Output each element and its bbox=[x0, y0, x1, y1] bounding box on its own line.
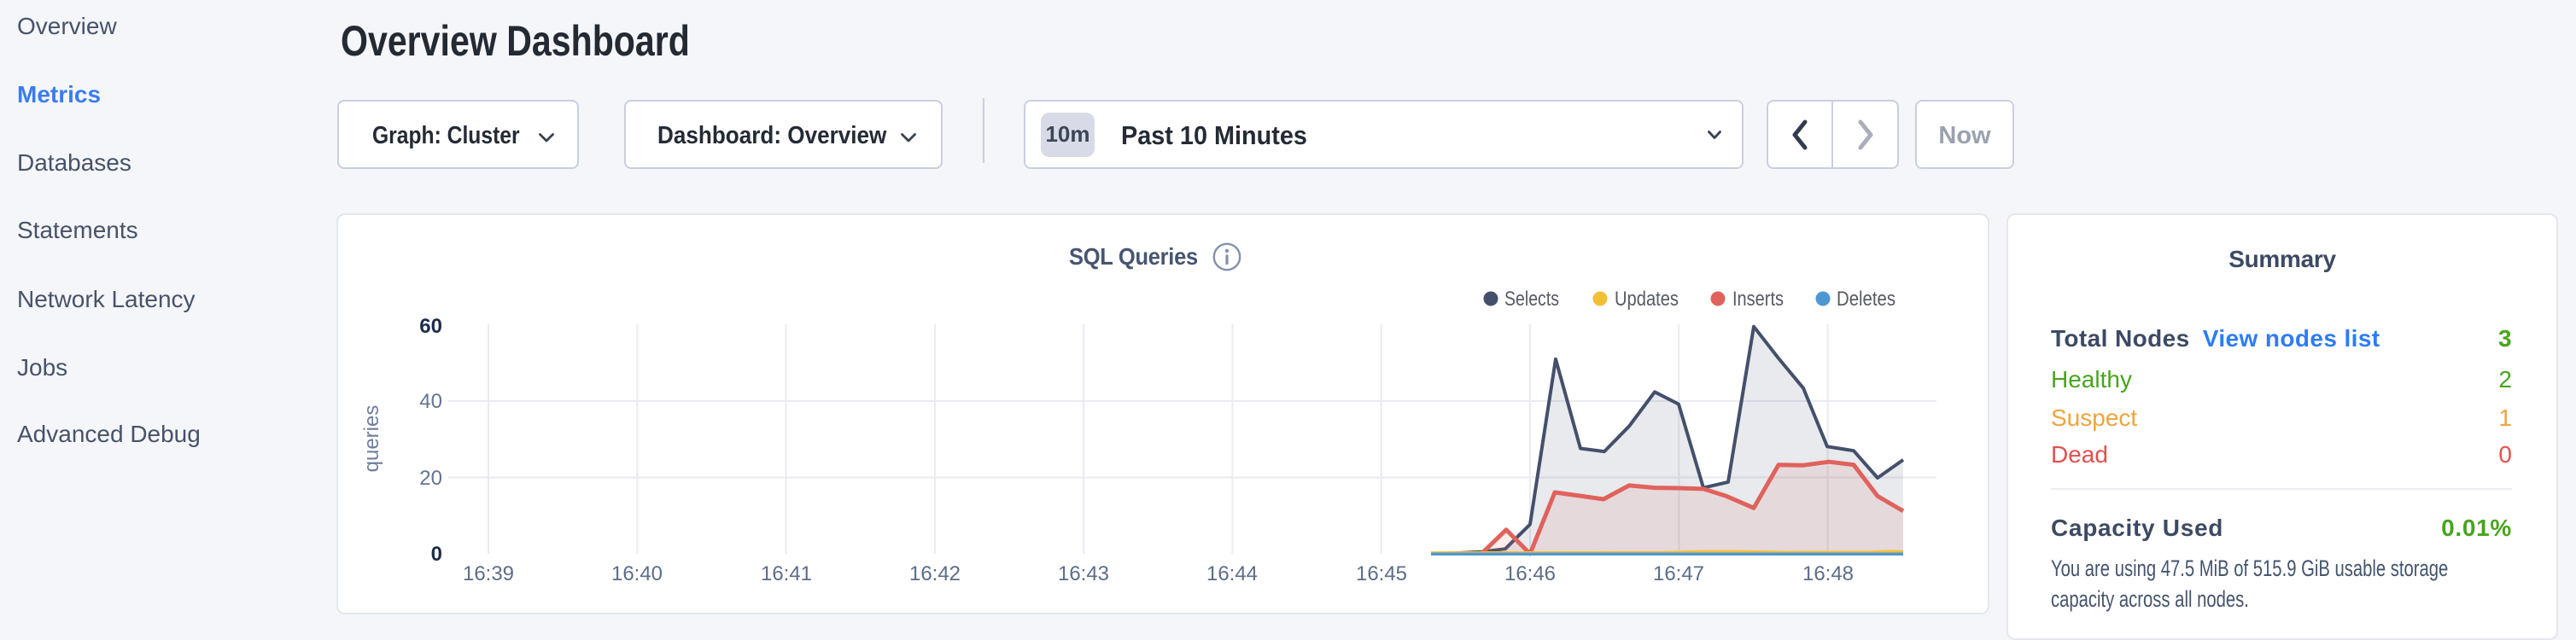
svg-text:16:41: 16:41 bbox=[761, 562, 812, 585]
svg-text:60: 60 bbox=[419, 315, 442, 338]
svg-text:16:43: 16:43 bbox=[1058, 562, 1109, 585]
svg-text:Updates: Updates bbox=[1615, 288, 1679, 311]
svg-text:16:40: 16:40 bbox=[611, 562, 663, 585]
svg-text:16:46: 16:46 bbox=[1504, 562, 1556, 585]
svg-text:16:48: 16:48 bbox=[1802, 562, 1854, 585]
svg-text:Deletes: Deletes bbox=[1837, 288, 1895, 311]
svg-text:16:44: 16:44 bbox=[1206, 562, 1258, 585]
svg-text:16:47: 16:47 bbox=[1653, 562, 1704, 585]
svg-text:16:42: 16:42 bbox=[909, 562, 961, 585]
svg-text:40: 40 bbox=[419, 390, 442, 413]
svg-text:Inserts: Inserts bbox=[1732, 288, 1784, 311]
svg-text:16:45: 16:45 bbox=[1356, 562, 1407, 585]
svg-text:0: 0 bbox=[431, 543, 442, 566]
svg-text:queries: queries bbox=[360, 405, 383, 473]
svg-text:16:39: 16:39 bbox=[463, 562, 514, 585]
svg-text:Selects: Selects bbox=[1504, 288, 1559, 311]
svg-text:20: 20 bbox=[419, 467, 442, 490]
